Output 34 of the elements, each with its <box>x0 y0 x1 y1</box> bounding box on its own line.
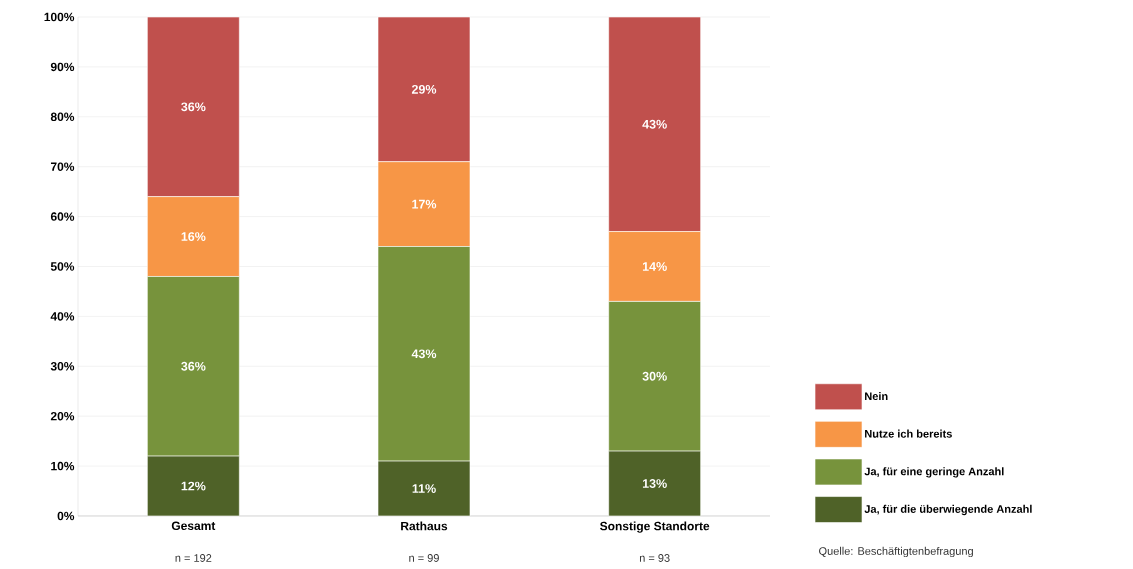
data-label: 12% <box>181 481 206 491</box>
source-note: Quelle: Beschäftigtenbefragung <box>819 546 973 558</box>
data-label: 17% <box>412 199 437 209</box>
data-label: 43% <box>411 349 437 359</box>
legend-label: Nutze ich bereits <box>865 429 952 438</box>
y-tick-label: 40% <box>50 312 75 321</box>
data-label: 30% <box>642 371 667 381</box>
y-tick-label: 10% <box>51 461 75 471</box>
y-tick-label: 80% <box>50 112 75 122</box>
text: n = 93 <box>639 554 670 562</box>
y-tick-label: 0% <box>57 511 75 521</box>
x-tick-label: Sonstige Standorte <box>600 521 710 533</box>
data-label: 13% <box>642 479 667 488</box>
data-label: 36% <box>181 102 206 112</box>
data-label: 14% <box>642 262 667 271</box>
y-tick-label: 100% <box>44 12 75 22</box>
text: n = 99 <box>409 554 439 562</box>
data-label: 29% <box>411 84 437 94</box>
x-tick-label: Gesamt <box>171 521 216 531</box>
x-tick-label: Rathaus <box>401 521 448 531</box>
data-label: 36% <box>181 361 206 371</box>
data-label: 16% <box>181 232 206 241</box>
y-tick-label: 70% <box>50 162 75 171</box>
y-tick-label: 60% <box>50 212 75 221</box>
data-label: 43% <box>642 119 667 129</box>
text: n = 192 <box>175 554 212 562</box>
y-tick-label: 50% <box>50 262 75 271</box>
legend-label: Nein <box>865 392 888 401</box>
legend-label: Ja, für die überwiegende Anzahl <box>864 504 1032 516</box>
legend-label: Ja, für eine geringe Anzahl <box>864 467 1004 478</box>
y-tick-label: 90% <box>50 62 75 72</box>
data-label: 11% <box>412 484 436 493</box>
y-tick-label: 30% <box>50 362 75 371</box>
y-tick-label: 20% <box>50 411 75 421</box>
